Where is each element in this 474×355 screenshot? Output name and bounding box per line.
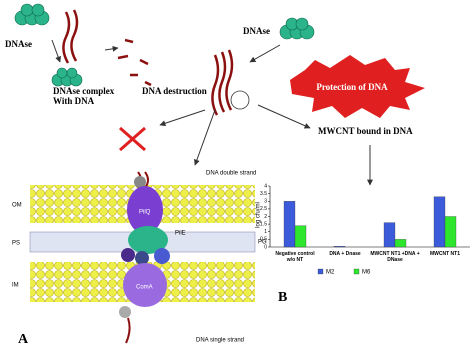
y-tick-label: 4 (264, 183, 267, 189)
dnase-icon (14, 3, 315, 87)
nanotube-circle (230, 90, 250, 110)
bar (283, 201, 296, 248)
label: DNA single strand (196, 338, 244, 344)
bar (433, 196, 446, 248)
membrane (29, 171, 256, 344)
legend-swatch (353, 268, 360, 275)
x-tick-label: MWCNT NT1 (430, 251, 460, 257)
label: OM (12, 203, 22, 209)
label: DNAse complex (53, 86, 115, 96)
legend-swatch (317, 268, 324, 275)
y-tick-label: 0 (264, 244, 267, 250)
arrows (51, 39, 373, 186)
y-tick-label: 1 (264, 229, 267, 235)
label: DNA destruction (142, 86, 207, 96)
label: ComA (136, 285, 153, 291)
y-tick-label: 2 (264, 214, 267, 220)
bar-chart: 00.5 1 1.52 2.53 3.5 4 Negative control w/o NT D… (260, 183, 470, 276)
y-axis-title: log cfu/ml (256, 202, 262, 228)
label: With DNA (53, 96, 95, 106)
bar (444, 216, 457, 248)
y-tick-label: 3 (264, 199, 267, 205)
label: DNA double strand (206, 171, 256, 177)
dna-strands (62, 9, 234, 152)
y-tick-label: 0.5 (260, 237, 267, 243)
label: MWCNT bound in DNA (318, 126, 413, 136)
protection-burst (290, 55, 425, 118)
label: DNAse (243, 26, 270, 36)
bar (383, 222, 396, 248)
y-tick-label: 3.5 (260, 191, 267, 197)
label: IM (12, 283, 19, 289)
bar (394, 239, 407, 248)
label: DNAse (5, 39, 32, 49)
panel-label: B (278, 290, 287, 305)
label: PG (258, 240, 267, 246)
panel-label: A (18, 332, 29, 347)
bar (294, 225, 307, 248)
label: PilQ (139, 210, 151, 216)
protection-text: Protection of DNA (316, 82, 388, 92)
x-tick-label: Negative control w/o NT (275, 251, 315, 263)
legend-label: M2 (326, 270, 335, 276)
x-tick-label: MWCNT NT1 +DNA + DNase (370, 251, 419, 263)
bar (333, 246, 346, 248)
legend-label: M6 (362, 270, 371, 276)
y-tick-label: 2.5 (260, 206, 267, 212)
x-tick-label: DNA + Dnase (329, 251, 361, 257)
label: PS (12, 241, 20, 247)
label: PilE (175, 231, 186, 237)
y-tick-label: 1.5 (260, 221, 267, 227)
